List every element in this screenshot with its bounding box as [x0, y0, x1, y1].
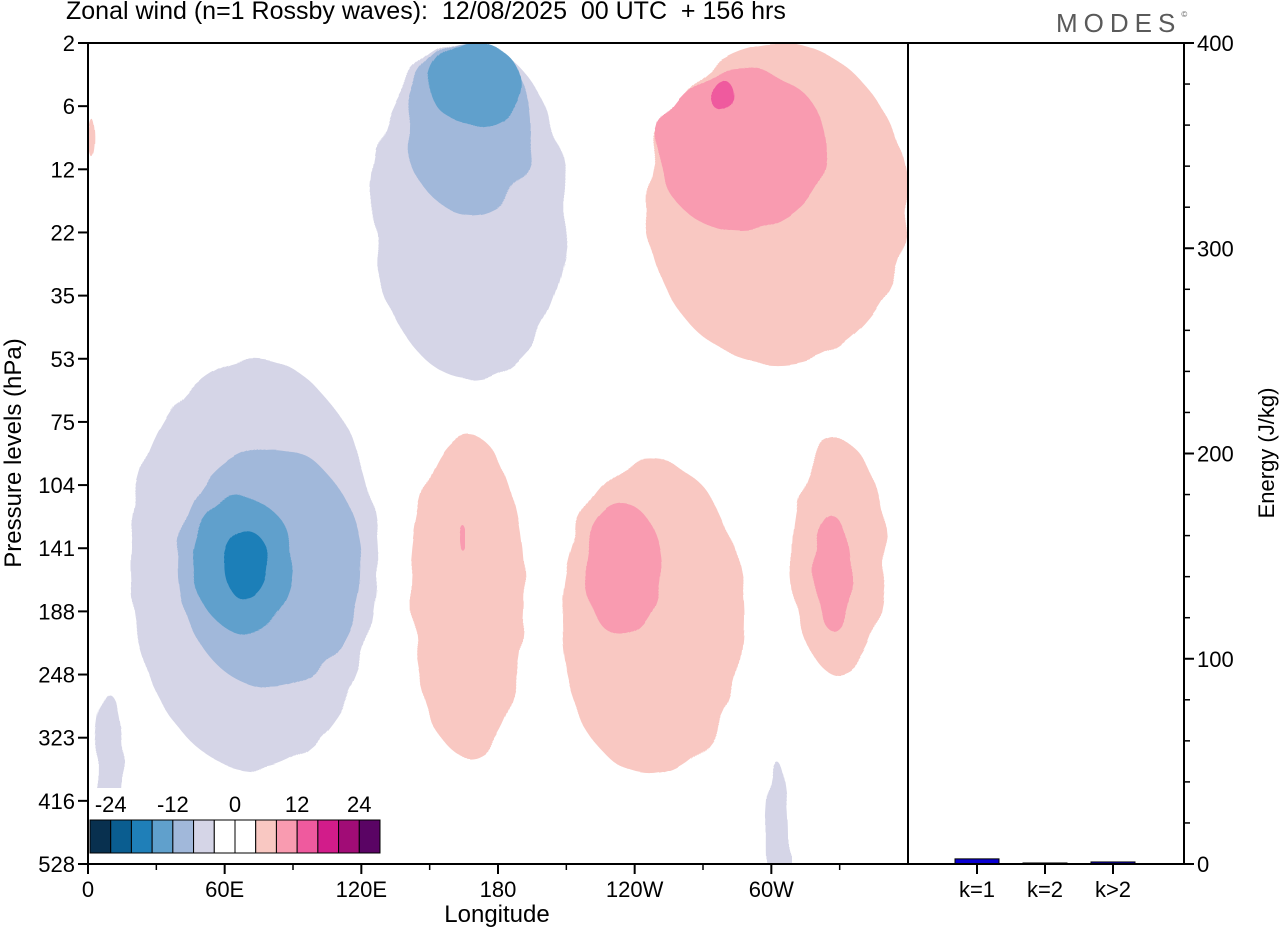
contour-region [261, 915, 338, 928]
colorbar-swatch [275, 819, 298, 854]
colorbar-swatch [130, 819, 153, 854]
x-tick-label: 60W [749, 877, 794, 902]
colorbar-swatch [234, 819, 257, 854]
energy-tick-label: 200 [1197, 442, 1234, 467]
energy-tick-label: 400 [1197, 31, 1234, 56]
contour-region [429, 43, 521, 126]
x-tick-label: 120E [336, 877, 387, 902]
y-tick-label: 75 [51, 410, 75, 435]
y-tick-label: 141 [38, 536, 75, 561]
contour-region [88, 118, 95, 157]
y-tick-label: 248 [38, 663, 75, 688]
contour-region [222, 529, 268, 599]
contour-field [88, 43, 908, 928]
y-tick-label: 2 [63, 31, 75, 56]
x-tick-label: 120W [606, 877, 664, 902]
colorbar: -24 -12 0 12 24 [88, 788, 383, 864]
colorbar-swatch [172, 819, 195, 854]
colorbar-label: 12 [285, 792, 309, 817]
colorbar-swatch [296, 819, 319, 854]
contour-region [657, 68, 829, 233]
y-tick-label: 35 [51, 284, 75, 309]
chart-title: Zonal wind (n=1 Rossby waves): 12/08/202… [66, 0, 786, 25]
energy-tick-label: 0 [1197, 852, 1209, 877]
energy-tick-label: 300 [1197, 236, 1234, 261]
contour-region [584, 504, 662, 637]
contour-region [712, 80, 735, 113]
y-tick-label: 188 [38, 599, 75, 624]
x-axis: 0 60E 120E 180 120W 60W [82, 864, 841, 902]
colorbar-swatch [110, 819, 132, 854]
contour-region [766, 762, 790, 864]
bar-category-label: k>2 [1095, 877, 1131, 902]
x-tick-label: 0 [82, 877, 94, 902]
y-axis: 2 6 12 22 35 53 75 104 141 188 248 323 416 528 [38, 31, 88, 877]
contour-region [814, 516, 852, 631]
contour-region [457, 522, 464, 549]
x-axis-label: Longitude [444, 901, 549, 928]
energy-tick-label: 100 [1197, 647, 1234, 672]
colorbar-swatch [317, 819, 340, 854]
bar-category-label: k=1 [959, 877, 995, 902]
y-tick-label: 416 [38, 789, 75, 814]
y-tick-label: 12 [51, 157, 75, 182]
colorbar-swatch [213, 819, 236, 854]
colorbar-label: -24 [95, 792, 127, 817]
colorbar-swatch [255, 819, 277, 854]
colorbar-label: -12 [157, 792, 189, 817]
colorbar-swatch [358, 819, 381, 854]
contour-region [411, 434, 526, 757]
y-axis-label: Pressure levels (hPa) [0, 338, 27, 567]
x-tick-label: 60E [205, 877, 244, 902]
energy-plot-frame [907, 42, 1185, 865]
bar-category-label: k=2 [1027, 877, 1063, 902]
colorbar-swatch [193, 819, 215, 854]
x-tick-label: 180 [480, 877, 517, 902]
colorbar-label: 24 [347, 792, 371, 817]
energy-bars: k=1 k=2 k>2 [954, 858, 1136, 902]
energy-axis-label: Energy (J/kg) [1254, 388, 1279, 519]
brand-logo: MODES© [1056, 8, 1188, 38]
y-tick-label: 22 [51, 220, 75, 245]
y-tick-label: 6 [63, 94, 75, 119]
y-tick-label: 53 [51, 347, 75, 372]
colorbar-label: 0 [229, 792, 241, 817]
colorbar-swatch [151, 819, 174, 854]
y-tick-label: 104 [38, 473, 75, 498]
colorbar-swatch [89, 819, 112, 854]
colorbar-swatch [338, 819, 360, 854]
y-tick-label: 323 [38, 726, 75, 751]
contour-region [559, 459, 744, 776]
y-tick-label: 528 [38, 852, 75, 877]
energy-axis: 0 100 200 300 400 [1184, 31, 1234, 877]
